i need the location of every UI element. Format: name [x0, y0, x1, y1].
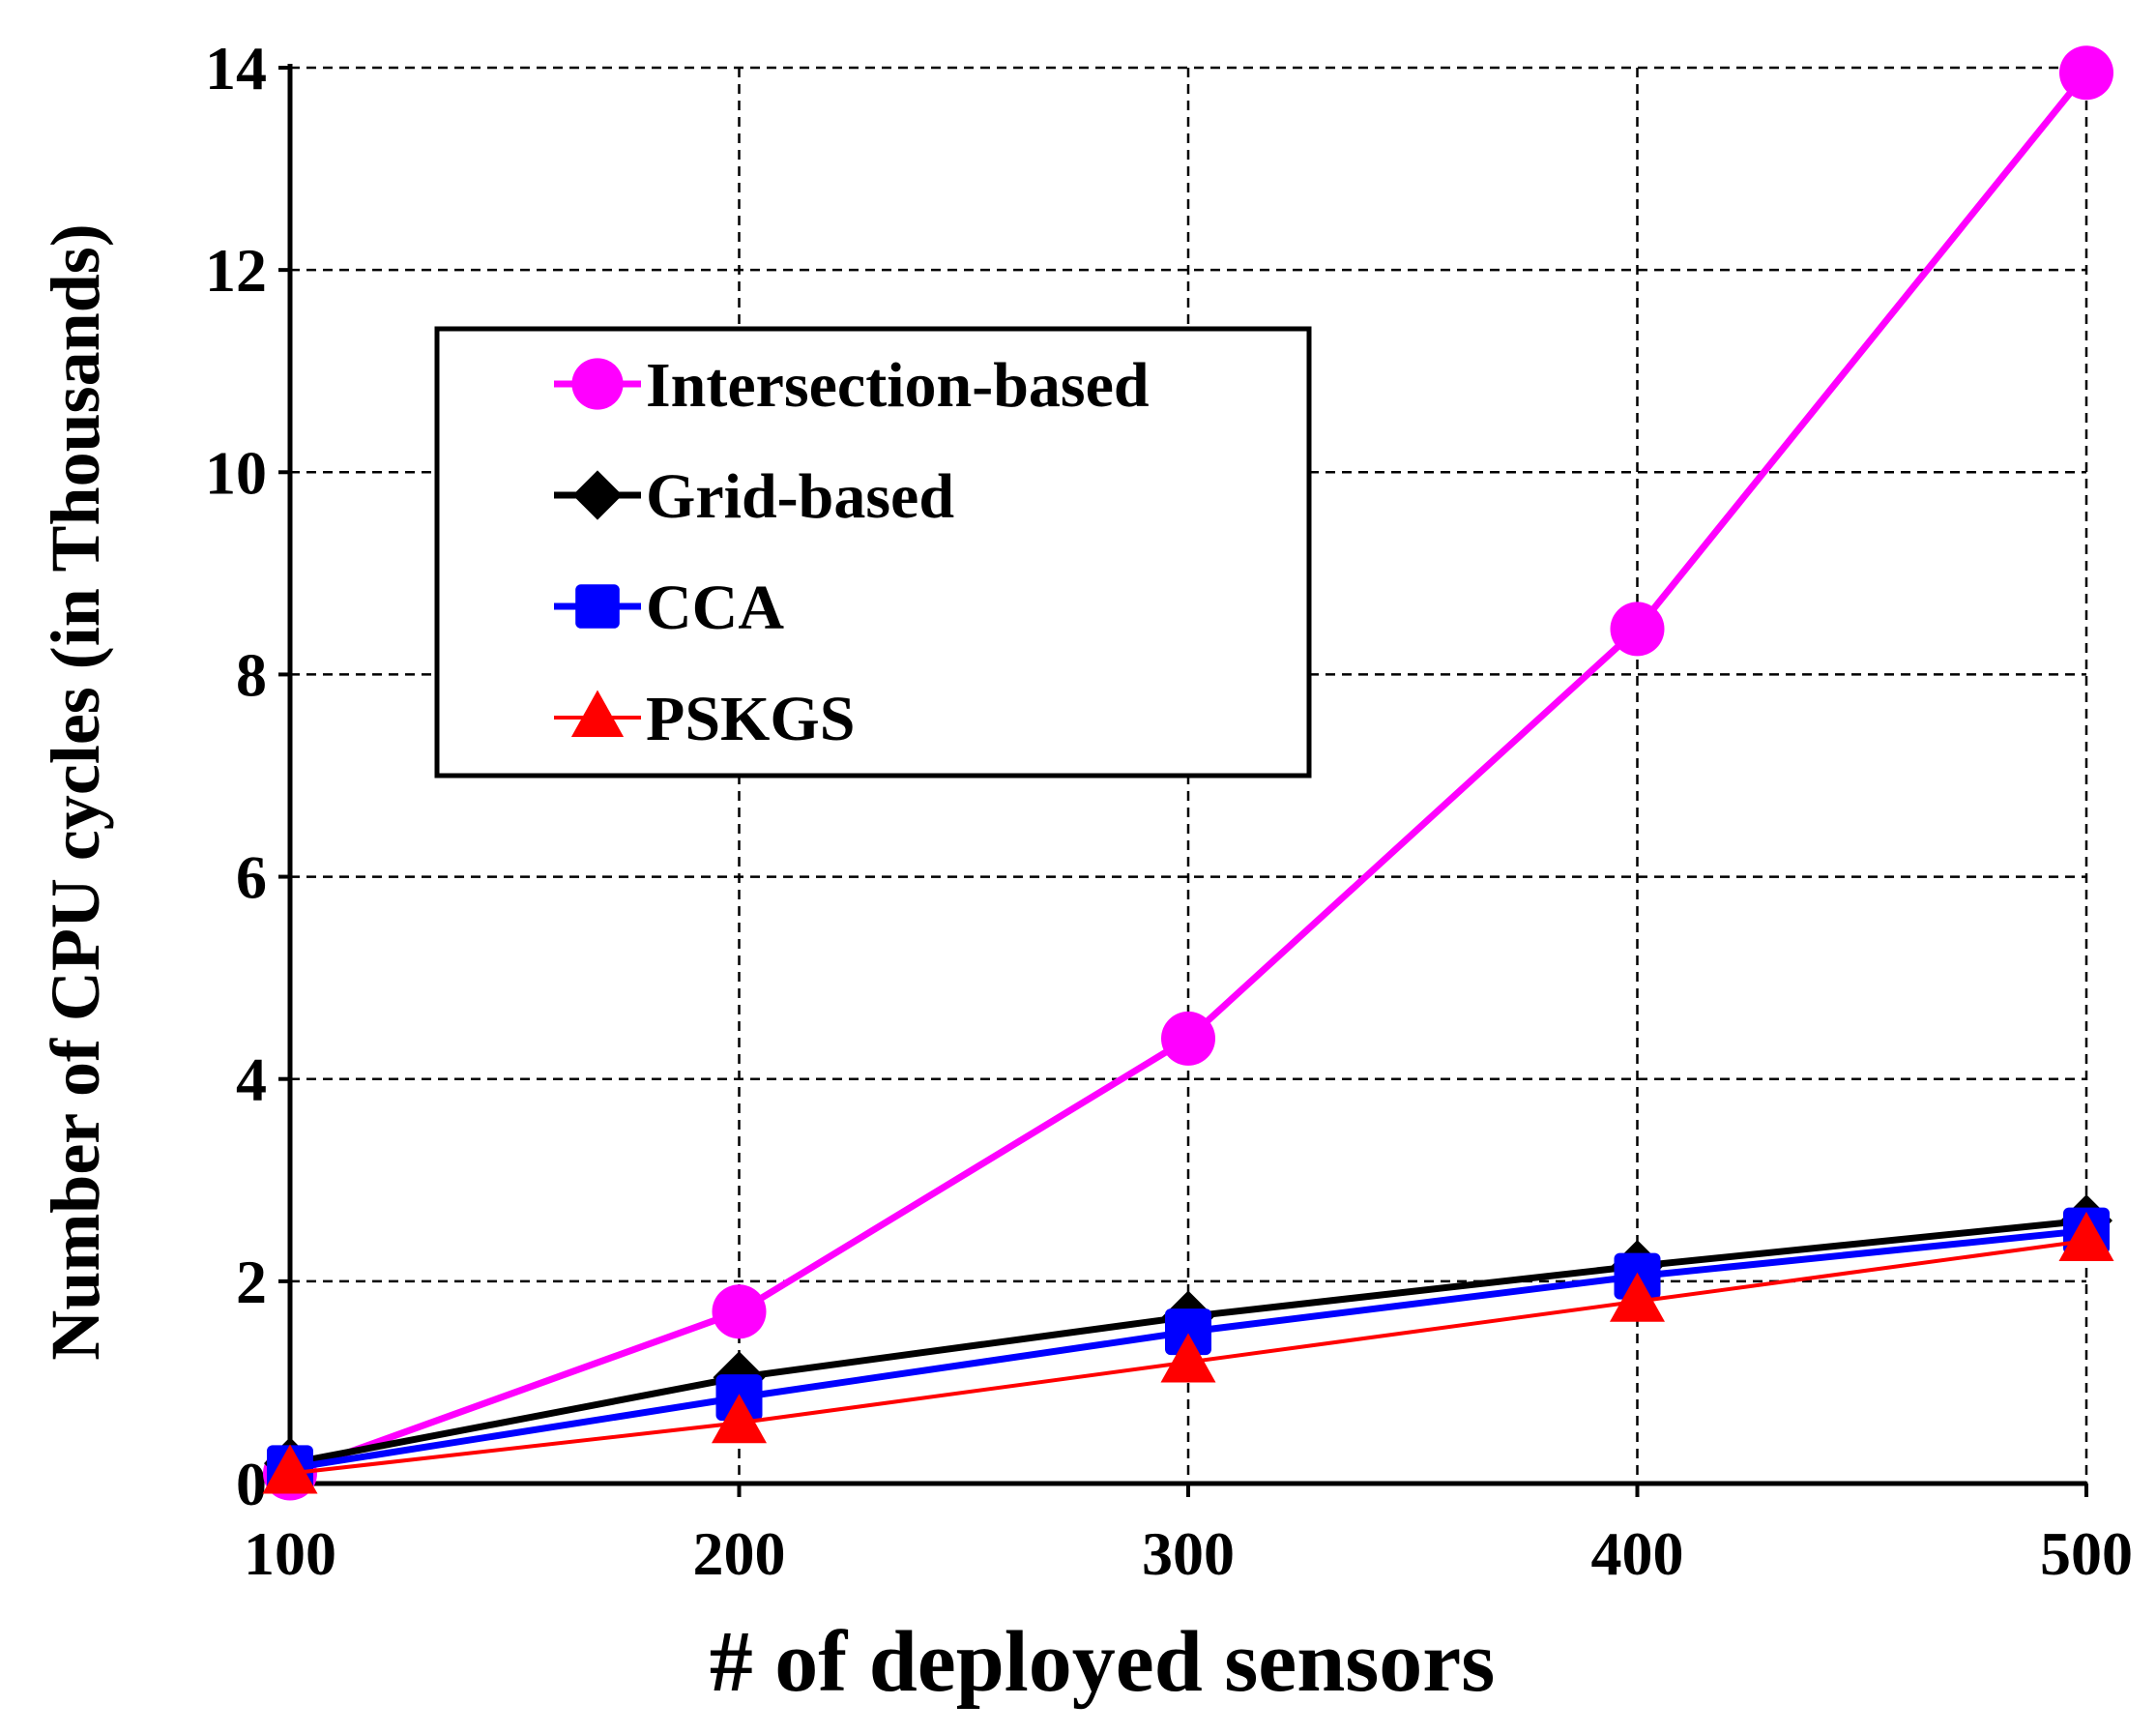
legend-label: PSKGS [646, 684, 855, 754]
y-tick-label: 4 [236, 1045, 267, 1114]
x-axis-title: # of deployed sensors [710, 1614, 1496, 1710]
legend-label: Intersection-based [646, 350, 1150, 421]
series-group [262, 45, 2114, 1501]
y-tick-label: 2 [236, 1248, 267, 1316]
x-tick-label: 100 [244, 1519, 336, 1588]
triangle-marker [1610, 1272, 1665, 1322]
y-tick-label: 10 [205, 438, 267, 507]
y-axis-ticks: 0 2 4 6 8 10 12 14 [205, 34, 290, 1518]
circle-marker [2059, 45, 2113, 101]
legend-item: CCA [554, 573, 784, 643]
series-cca [267, 1207, 2110, 1492]
x-tick-label: 300 [1142, 1519, 1235, 1588]
x-axis-ticks: 100 200 300 400 500 [244, 1484, 2133, 1588]
circle-marker [712, 1284, 767, 1339]
triangle-marker [2058, 1212, 2114, 1262]
x-tick-label: 400 [1591, 1519, 1684, 1588]
legend-item: PSKGS [554, 684, 855, 754]
y-tick-label: 8 [236, 640, 267, 709]
triangle-marker [570, 690, 625, 737]
y-axis-title: Number of CPU cycles (in Thousands) [37, 223, 114, 1360]
triangle-marker [262, 1444, 318, 1494]
legend-label: CCA [646, 573, 784, 643]
square-marker [1165, 1308, 1211, 1356]
y-tick-label: 6 [236, 843, 267, 912]
legend-label: Grid-based [646, 461, 954, 532]
circle-marker [1610, 602, 1665, 657]
legend-item: Grid-based [554, 461, 954, 532]
circle-marker [1161, 1011, 1215, 1066]
x-tick-label: 500 [2040, 1519, 2133, 1588]
series-pskgs [262, 1212, 2114, 1494]
diamond-marker [572, 470, 623, 520]
y-tick-label: 12 [205, 236, 267, 305]
y-tick-label: 0 [236, 1450, 267, 1518]
legend-item: Intersection-based [554, 350, 1150, 421]
square-marker [575, 584, 620, 629]
triangle-marker [712, 1394, 767, 1444]
y-tick-label: 14 [205, 34, 267, 103]
triangle-marker [1160, 1333, 1216, 1383]
circle-marker [571, 358, 624, 410]
x-tick-label: 200 [693, 1519, 786, 1588]
legend: Intersection-based Grid-based CCA PSKGS [434, 326, 1312, 779]
